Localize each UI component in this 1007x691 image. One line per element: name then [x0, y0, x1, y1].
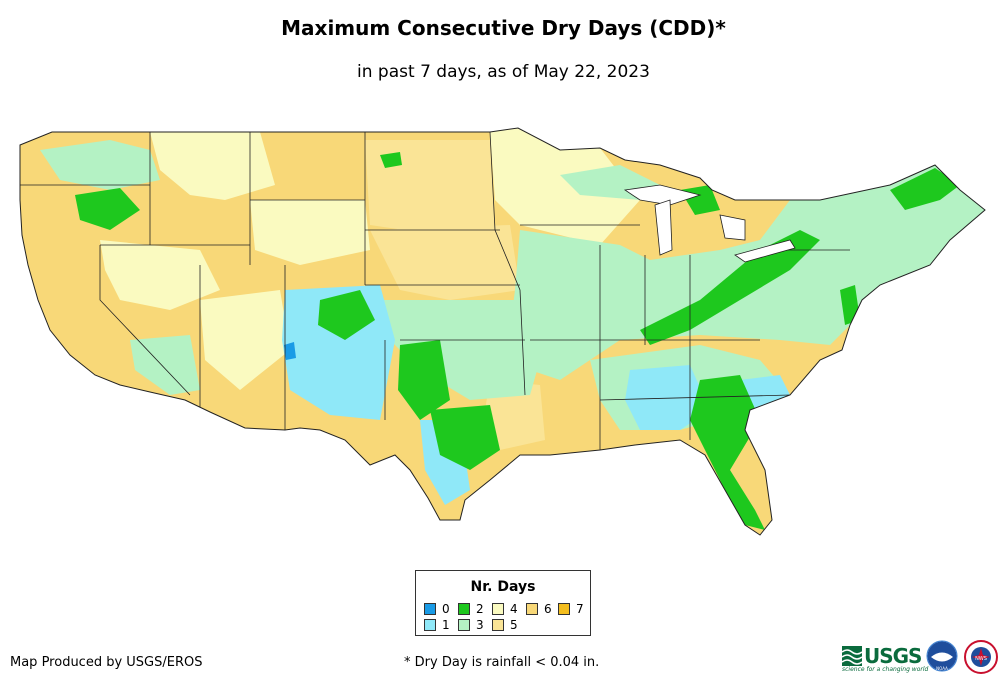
lake-erie — [734, 239, 796, 263]
legend-label-7: 7 — [576, 602, 584, 616]
region-4-nevada — [100, 240, 220, 310]
noaa-logo-text: NOAA — [936, 666, 948, 671]
legend-swatch-6 — [526, 603, 538, 615]
agency-logos: USGS science for a changing world NOAA N… — [842, 640, 1002, 680]
noaa-logo-icon: NOAA — [926, 640, 958, 672]
region-3-washington — [40, 140, 160, 190]
us-outline — [19, 127, 986, 536]
map-credit: Map Produced by USGS/EROS — [10, 655, 203, 670]
legend-label-4: 4 — [510, 602, 518, 616]
region-2-texas-panhandle — [398, 340, 450, 420]
legend-swatch-0 — [424, 603, 436, 615]
legend-swatch-2 — [458, 603, 470, 615]
lake-superior — [623, 184, 702, 206]
legend-item-7: 7 — [558, 603, 584, 615]
legend-label-3: 3 — [476, 618, 484, 632]
region-2-maine — [890, 168, 960, 210]
legend-swatch-7 — [558, 603, 570, 615]
legend-label-2: 2 — [476, 602, 484, 616]
region-5-nebraska — [370, 225, 520, 300]
region-2-central-texas — [430, 405, 500, 470]
map-subtitle: in past 7 days, as of May 22, 2023 — [357, 62, 650, 82]
region-3-kansas-oklahoma — [380, 300, 540, 400]
legend-item-0: 0 — [424, 603, 450, 615]
legend-swatch-5 — [492, 619, 504, 631]
region-4-arizona — [200, 290, 290, 390]
legend-label-6: 6 — [544, 602, 552, 616]
usgs-tagline: science for a changing world — [842, 666, 929, 673]
lake-michigan — [654, 199, 673, 256]
region-5-dakotas — [365, 140, 495, 235]
legend-label-5: 5 — [510, 618, 518, 632]
legend-label-0: 0 — [442, 602, 450, 616]
legend-swatch-3 — [458, 619, 470, 631]
region-4-colorado-north — [250, 200, 370, 265]
nws-logo-text: NWS — [975, 656, 987, 662]
legend-box: Nr. Days 0 1 2 3 4 5 6 7 — [415, 570, 591, 636]
legend-swatch-1 — [424, 619, 436, 631]
us-cdd-map — [19, 127, 986, 536]
legend-item-2: 2 — [458, 603, 484, 615]
usgs-logo: USGS — [842, 644, 922, 668]
state-borders — [20, 131, 850, 450]
lake-huron — [719, 214, 746, 241]
dry-day-footnote: * Dry Day is rainfall < 0.04 in. — [404, 655, 600, 670]
legend-item-6: 6 — [526, 603, 552, 615]
region-4-montana-west — [150, 132, 275, 200]
region-2-colorado-south — [318, 290, 375, 340]
region-1-alabama — [625, 365, 710, 430]
region-0-spot — [284, 342, 296, 360]
usgs-wordmark: USGS — [864, 644, 922, 668]
legend-item-5: 5 — [492, 619, 518, 631]
usgs-wave-icon — [842, 646, 862, 666]
region-2-oregon — [75, 188, 140, 230]
legend-item-4: 4 — [492, 603, 518, 615]
legend-label-1: 1 — [442, 618, 450, 632]
map-title: Maximum Consecutive Dry Days (CDD)* — [281, 16, 726, 40]
region-2-appalachia — [640, 230, 820, 345]
region-4-upper-midwest — [490, 128, 640, 245]
legend-item-1: 1 — [424, 619, 450, 631]
region-2-north-dakota-spot — [380, 152, 402, 168]
legend-title: Nr. Days — [470, 579, 536, 595]
region-2-florida — [690, 375, 765, 530]
nws-logo-icon: NWS — [964, 640, 998, 674]
legend-item-3: 3 — [458, 619, 484, 631]
legend-swatch-4 — [492, 603, 504, 615]
